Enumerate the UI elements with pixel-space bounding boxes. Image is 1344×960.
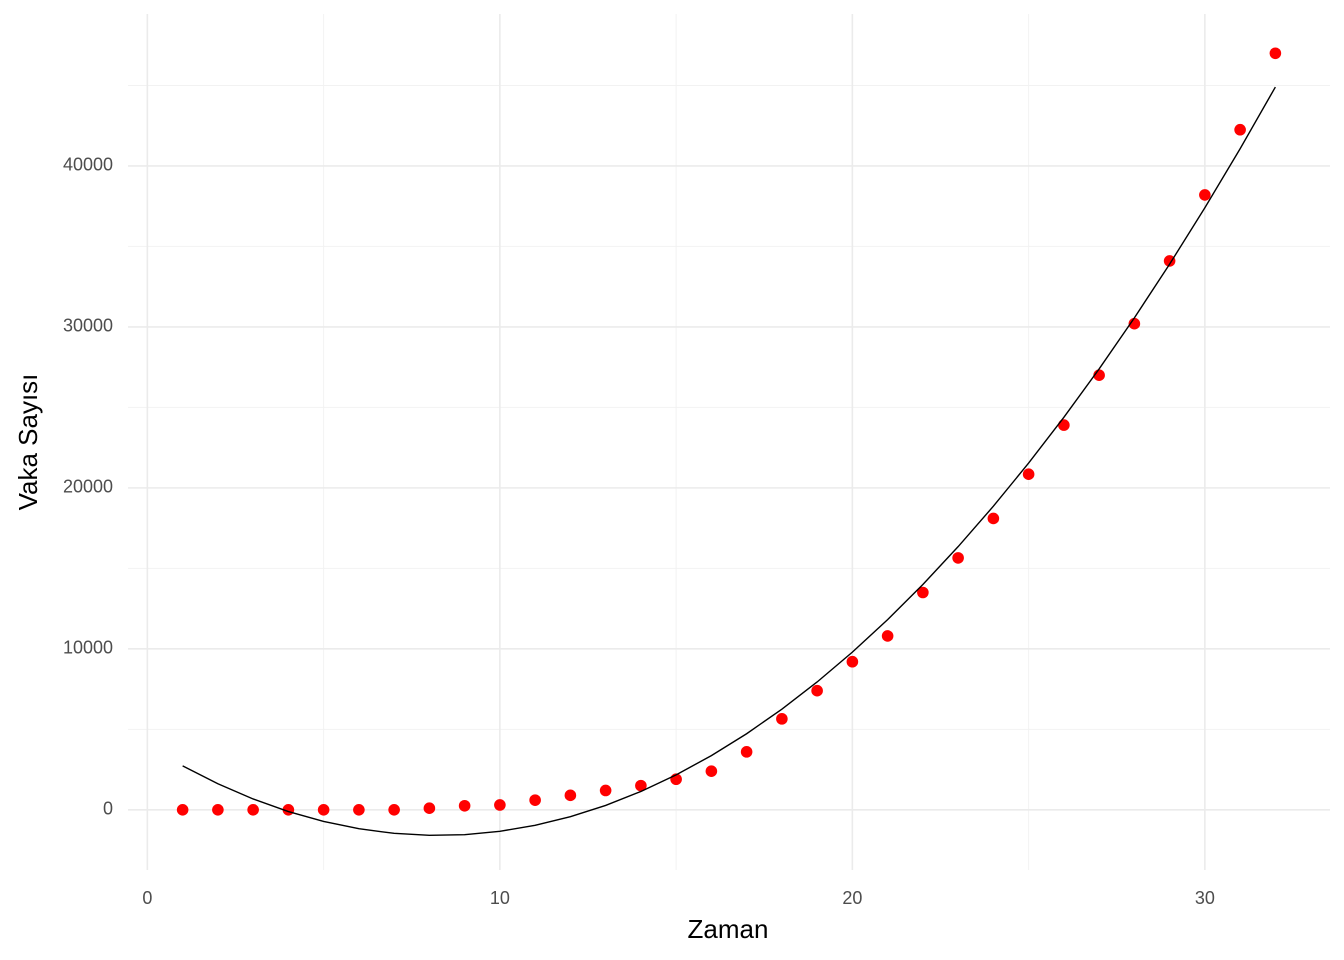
data-point: [212, 803, 224, 816]
data-point: [494, 799, 506, 811]
data-point: [1163, 255, 1176, 267]
data-point: [1234, 123, 1246, 136]
data-point: [1022, 468, 1035, 480]
data-point: [881, 630, 894, 642]
x-tick-label: 20: [842, 888, 862, 908]
data-point: [317, 803, 330, 816]
y-tick-label: 40000: [63, 155, 113, 175]
x-tick-label: 30: [1195, 888, 1215, 908]
y-axis-title: Vaka Sayısı: [13, 374, 43, 511]
data-point: [987, 512, 1000, 525]
x-tick-label: 0: [142, 888, 152, 908]
data-point: [1128, 317, 1141, 330]
y-tick-label: 20000: [63, 477, 113, 497]
data-point: [776, 713, 788, 725]
data-point: [811, 684, 823, 697]
y-tick-label: 10000: [63, 638, 113, 658]
data-point: [529, 794, 541, 806]
x-axis-title: Zaman: [688, 914, 769, 944]
data-point: [740, 746, 753, 758]
data-point: [458, 799, 471, 812]
data-point: [846, 655, 859, 668]
fit-line: [182, 86, 1276, 837]
data-point: [917, 586, 929, 599]
y-tick-label: 30000: [63, 316, 113, 336]
data-point: [1199, 189, 1211, 201]
data-point: [423, 802, 436, 814]
data-point: [1058, 419, 1070, 431]
data-point: [176, 803, 189, 816]
data-point: [247, 803, 259, 816]
data-point: [564, 789, 577, 802]
data-point: [353, 803, 365, 816]
data-point: [1269, 47, 1282, 60]
data-point: [635, 779, 647, 792]
data-point: [599, 784, 612, 797]
data-point: [705, 765, 718, 777]
x-tick-label: 10: [490, 888, 510, 908]
data-point: [952, 552, 964, 564]
y-tick-label: 0: [103, 799, 113, 819]
data-point: [388, 803, 400, 816]
